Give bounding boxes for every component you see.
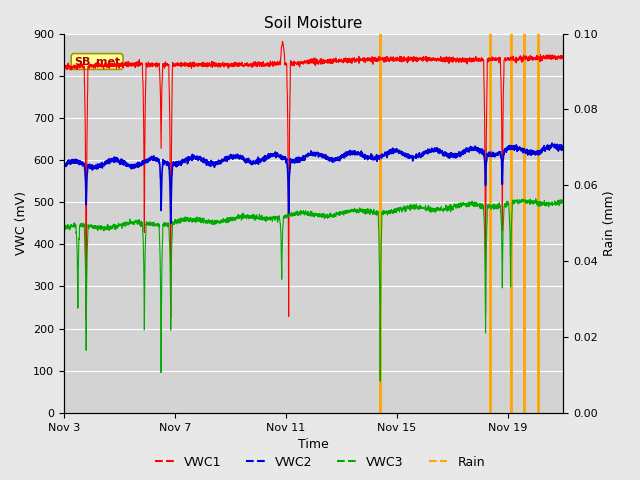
Legend: VWC1, VWC2, VWC3, Rain: VWC1, VWC2, VWC3, Rain <box>150 451 490 474</box>
Y-axis label: Rain (mm): Rain (mm) <box>604 191 616 256</box>
Y-axis label: VWC (mV): VWC (mV) <box>15 191 28 255</box>
X-axis label: Time: Time <box>298 438 329 451</box>
Title: Soil Moisture: Soil Moisture <box>264 16 363 31</box>
Text: SB_met: SB_met <box>74 56 120 67</box>
